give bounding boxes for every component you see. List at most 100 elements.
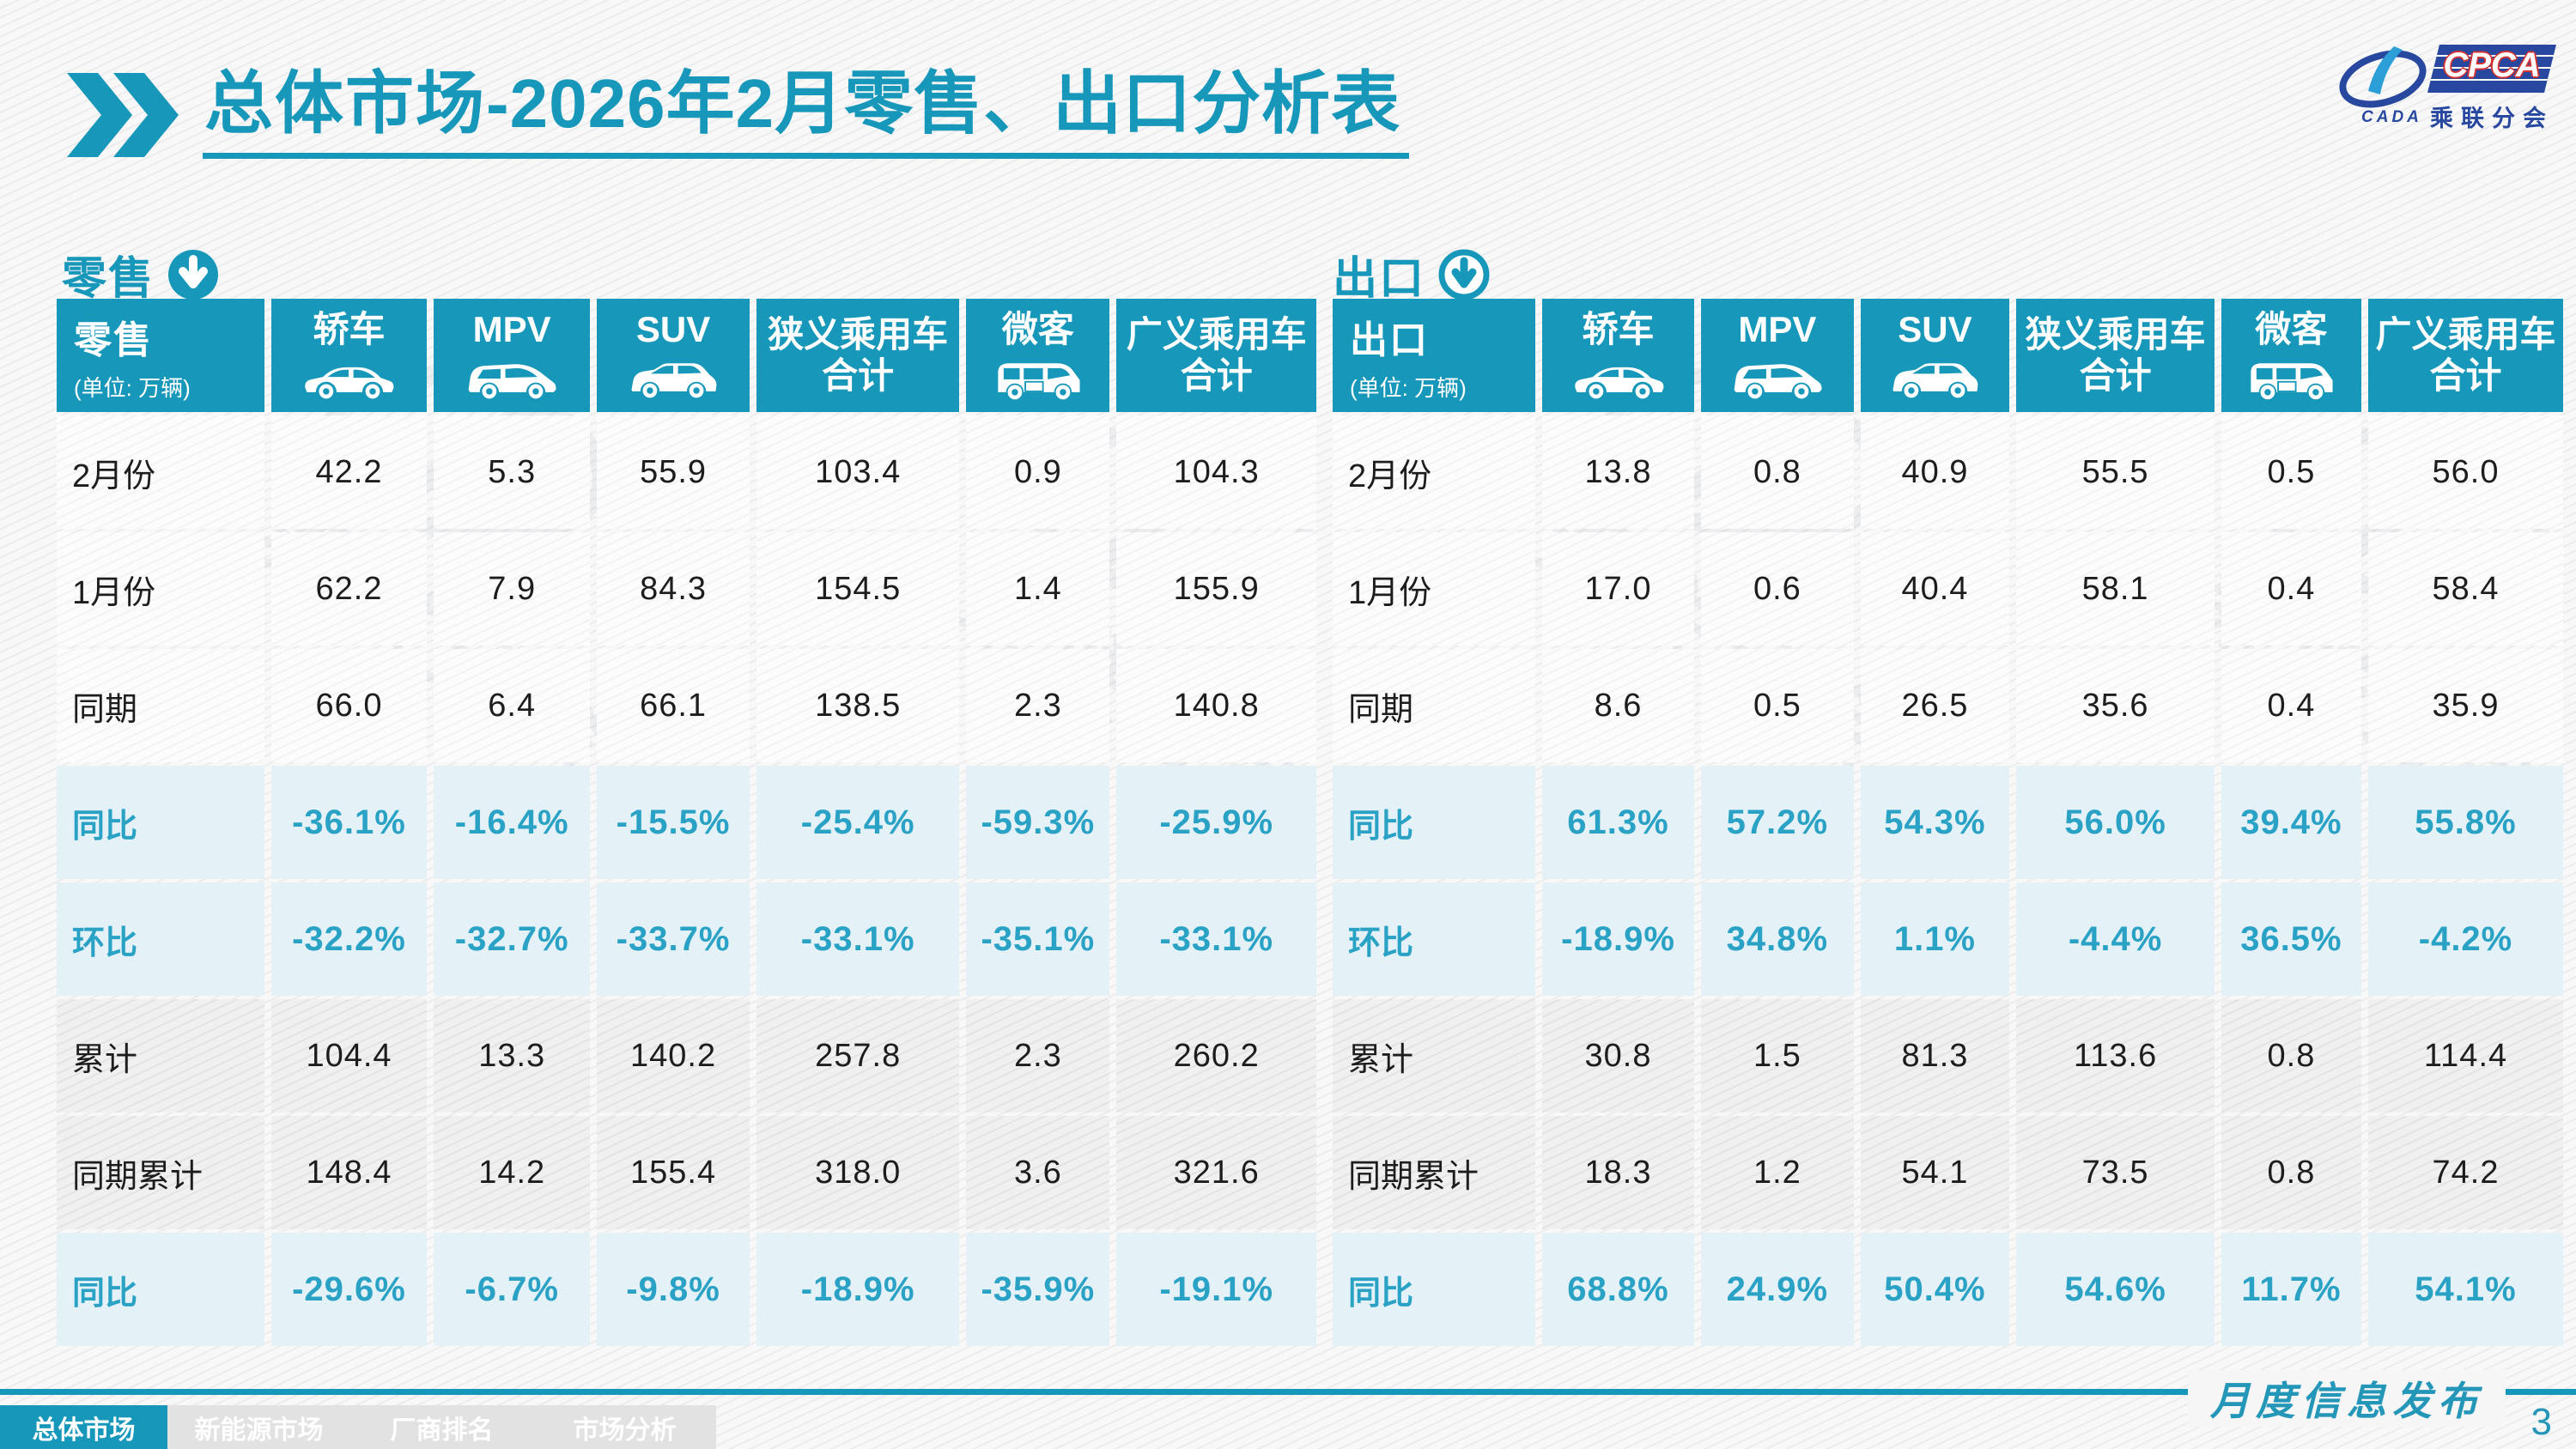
value-cell: -29.6% xyxy=(270,1233,428,1346)
column-label: 轿车 xyxy=(1582,308,1655,349)
value-cell: -19.1% xyxy=(1116,1233,1316,1346)
nav-tab-新能源市场[interactable]: 新能源市场 xyxy=(167,1405,350,1449)
value-cell: -25.9% xyxy=(1116,766,1316,879)
row-label: 同期 xyxy=(1333,649,1535,762)
value-cell: 2.3 xyxy=(966,999,1110,1113)
value-cell: 56.0 xyxy=(2368,415,2563,529)
table-corner-cell: 零售 (单位: 万辆) xyxy=(57,299,264,412)
retail-table: 零售 (单位: 万辆) 轿车 MPV SUV 狭义乘用车合计 微客 广义乘用车合计 2月份 42.… xyxy=(57,299,1316,1346)
value-cell: 0.8 xyxy=(2221,999,2361,1113)
value-cell: 84.3 xyxy=(597,532,750,646)
value-cell: 0.4 xyxy=(2221,532,2361,646)
nav-tab-总体市场[interactable]: 总体市场 xyxy=(0,1405,167,1449)
value-cell: 3.6 xyxy=(966,1116,1110,1229)
row-label: 同期累计 xyxy=(1333,1116,1535,1229)
column-label: SUV xyxy=(1898,308,1972,349)
mpv-car-icon xyxy=(464,355,560,402)
row-label: 2月份 xyxy=(1333,415,1535,529)
value-cell: 8.6 xyxy=(1541,649,1695,762)
value-cell: 7.9 xyxy=(434,532,591,646)
value-cell: 6.4 xyxy=(434,649,591,762)
column-label: MPV xyxy=(1738,308,1817,349)
cada-swoosh-icon: CADA xyxy=(2339,46,2427,126)
value-cell: 140.2 xyxy=(597,999,750,1113)
value-cell: 68.8% xyxy=(1541,1233,1695,1346)
value-cell: 103.4 xyxy=(756,415,960,529)
footer-script: 月度信息发布 xyxy=(2188,1370,2506,1427)
value-cell: 0.6 xyxy=(1701,532,1854,646)
value-cell: -16.4% xyxy=(434,766,591,879)
suv-car-icon xyxy=(1886,355,1983,402)
nav-tab-厂商排名[interactable]: 厂商排名 xyxy=(350,1405,533,1449)
column-label: 广义乘用车合计 xyxy=(1126,313,1307,396)
value-cell: 57.2% xyxy=(1701,766,1854,879)
value-cell: -33.1% xyxy=(1116,882,1316,996)
title-row: 总体市场-2026年2月零售、出口分析表 xyxy=(67,65,1410,160)
cpca-logo-subtitle: 乘联分会 xyxy=(2430,106,2554,131)
column-label: 广义乘用车合计 xyxy=(2375,313,2556,396)
value-cell: 1.2 xyxy=(1701,1116,1854,1229)
corner-section-label: 零售 xyxy=(74,318,153,361)
value-cell: 104.3 xyxy=(1116,415,1316,529)
page-title-rest: -2026年2月零售、出口分析表 xyxy=(486,65,1401,142)
value-cell: 13.8 xyxy=(1541,415,1695,529)
page-title-highlight: 总体市场 xyxy=(204,65,486,142)
value-cell: 155.4 xyxy=(597,1116,750,1229)
column-header: 轿车 xyxy=(1541,299,1695,412)
value-cell: 148.4 xyxy=(270,1116,428,1229)
row-label: 同期累计 xyxy=(57,1116,264,1229)
column-header: SUV xyxy=(597,299,750,412)
column-header: 微客 xyxy=(966,299,1110,412)
value-cell: 55.5 xyxy=(2016,415,2215,529)
value-cell: 81.3 xyxy=(1860,999,2010,1113)
value-cell: 140.8 xyxy=(1116,649,1316,762)
footer-rule xyxy=(0,1389,2576,1395)
value-cell: 54.6% xyxy=(2016,1233,2215,1346)
value-cell: -36.1% xyxy=(270,766,428,879)
bottom-nav-tabs: 总体市场 新能源市场 厂商排名 市场分析 xyxy=(0,1405,716,1449)
value-cell: -59.3% xyxy=(966,766,1110,879)
page-number: 3 xyxy=(2530,1401,2552,1443)
value-cell: 0.5 xyxy=(2221,415,2361,529)
row-label: 同比 xyxy=(57,766,264,879)
column-header: 微客 xyxy=(2221,299,2361,412)
unit-label: (单位: 万辆) xyxy=(1350,374,1467,401)
column-header: 狭义乘用车合计 xyxy=(756,299,960,412)
column-header: 狭义乘用车合计 xyxy=(2016,299,2215,412)
row-label: 同期 xyxy=(57,649,264,762)
column-label: 轿车 xyxy=(313,308,386,349)
column-label: SUV xyxy=(635,308,711,349)
value-cell: 5.3 xyxy=(434,415,591,529)
value-cell: 74.2 xyxy=(2368,1116,2563,1229)
value-cell: -33.7% xyxy=(597,882,750,996)
column-label: 狭义乘用车合计 xyxy=(768,313,949,396)
value-cell: 58.1 xyxy=(2016,532,2215,646)
value-cell: 260.2 xyxy=(1116,999,1316,1113)
table-corner-cell: 出口 (单位: 万辆) xyxy=(1333,299,1535,412)
sedan-car-icon xyxy=(1571,355,1667,402)
value-cell: 154.5 xyxy=(756,532,960,646)
value-cell: 0.4 xyxy=(2221,649,2361,762)
value-cell: 30.8 xyxy=(1541,999,1695,1113)
row-label: 同比 xyxy=(1333,1233,1535,1346)
value-cell: 42.2 xyxy=(270,415,428,529)
value-cell: -32.2% xyxy=(270,882,428,996)
column-header: MPV xyxy=(1701,299,1854,412)
column-header: MPV xyxy=(434,299,591,412)
column-label: 微客 xyxy=(2255,308,2328,349)
nav-tab-市场分析[interactable]: 市场分析 xyxy=(533,1405,716,1449)
value-cell: 18.3 xyxy=(1541,1116,1695,1229)
row-label: 1月份 xyxy=(1333,532,1535,646)
value-cell: 0.8 xyxy=(1701,415,1854,529)
value-cell: 35.6 xyxy=(2016,649,2215,762)
value-cell: 54.1% xyxy=(2368,1233,2563,1346)
value-cell: 0.9 xyxy=(966,415,1110,529)
value-cell: 54.3% xyxy=(1860,766,2010,879)
value-cell: -32.7% xyxy=(434,882,591,996)
value-cell: 138.5 xyxy=(756,649,960,762)
unit-label: (单位: 万辆) xyxy=(74,374,191,401)
value-cell: 55.8% xyxy=(2368,766,2563,879)
value-cell: 14.2 xyxy=(434,1116,591,1229)
value-cell: -25.4% xyxy=(756,766,960,879)
value-cell: 13.3 xyxy=(434,999,591,1113)
